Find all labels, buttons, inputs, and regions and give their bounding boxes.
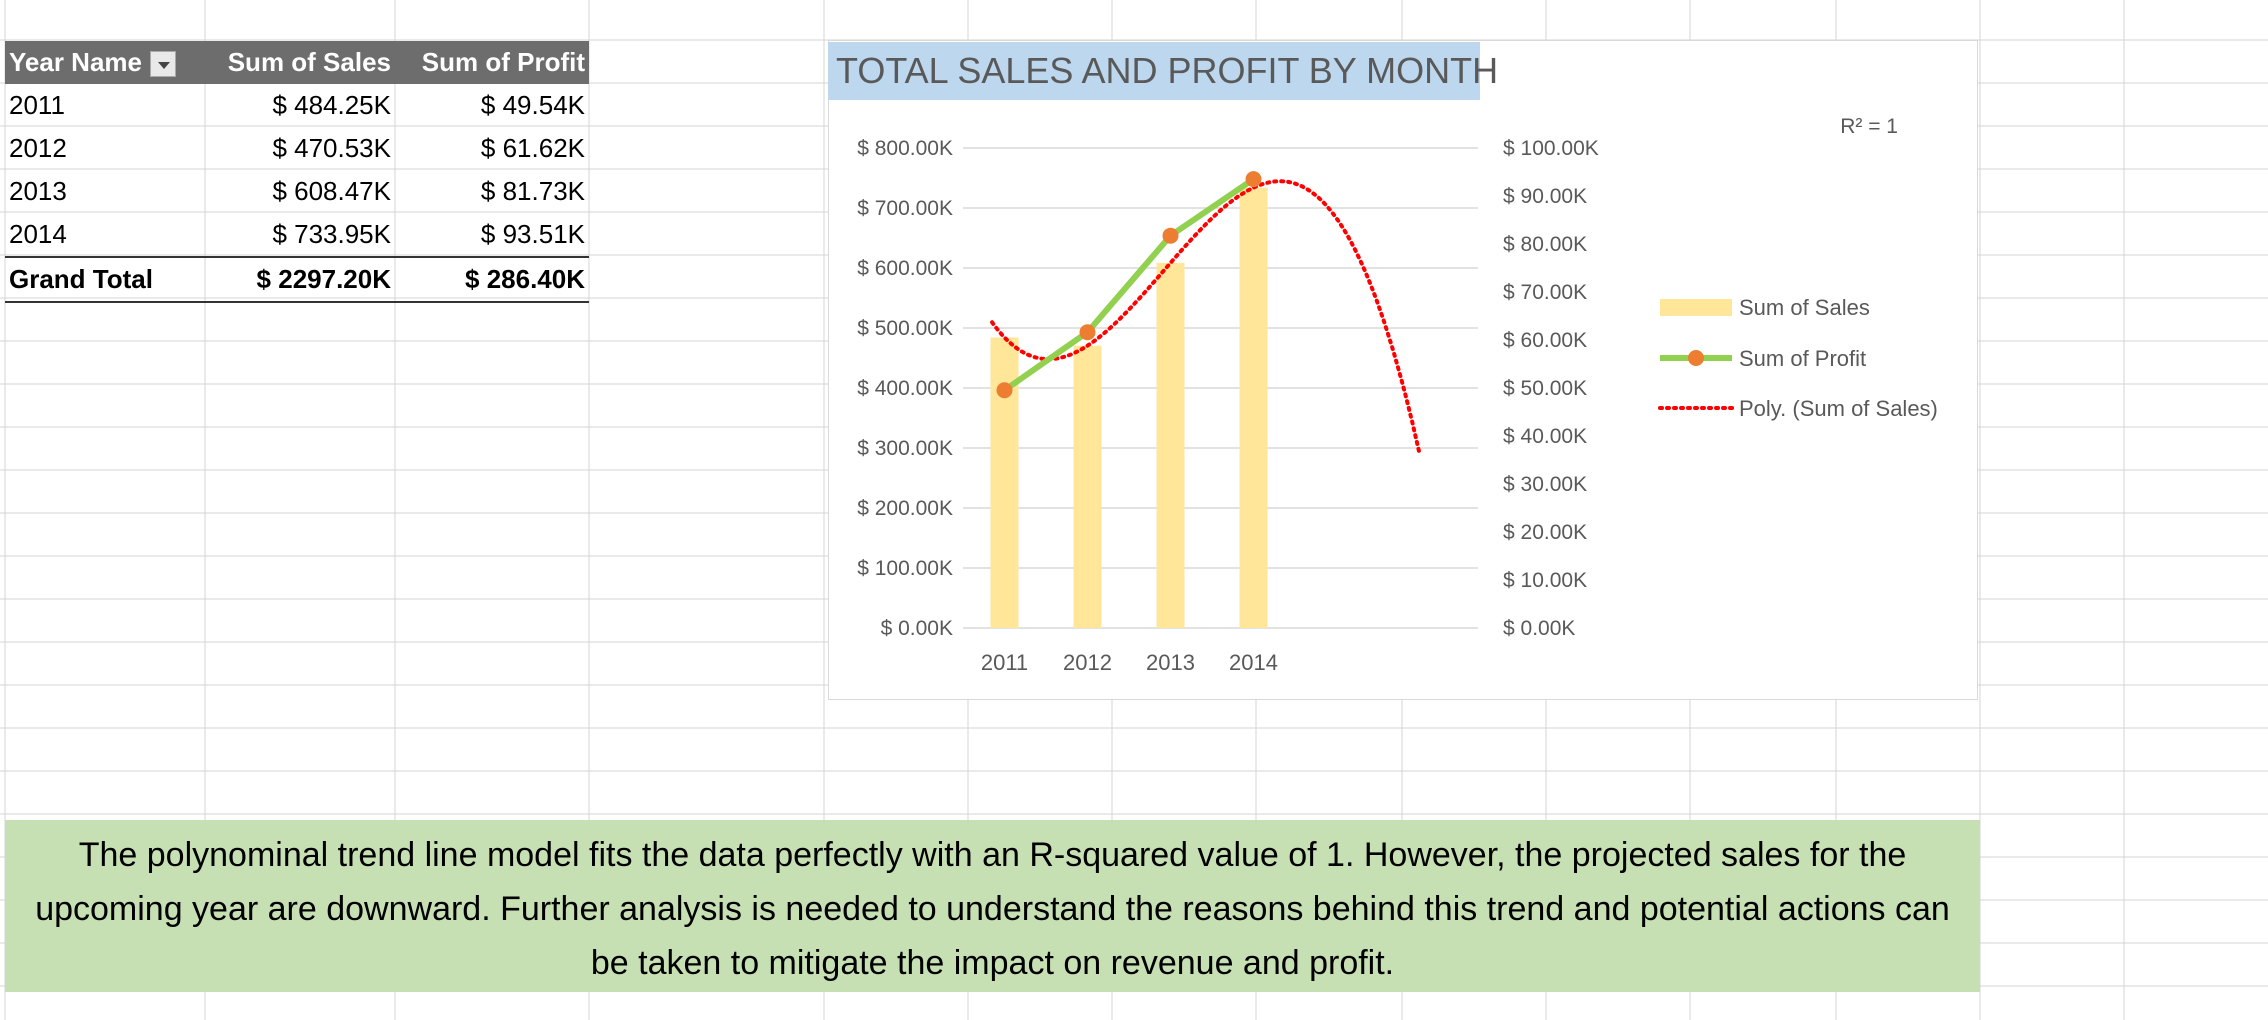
right-axis-tick-label: $ 30.00K [1503,473,1587,496]
sales-bar [1156,262,1185,628]
right-axis-tick-label: $ 40.00K [1503,425,1587,448]
pivot-header-row: Year Name Sum of Sales Sum of Profit [5,41,589,84]
pivot-grand-total-row: Grand Total $ 2297.20K $ 286.40K [5,256,589,303]
profit-marker [996,382,1013,399]
r-squared-label: R² = 1 [1840,115,1898,138]
pivot-header-year[interactable]: Year Name [5,41,205,84]
profit-marker [1162,227,1179,244]
cell-profit[interactable]: $ 93.51K [480,219,585,249]
chart-area[interactable] [828,40,1978,700]
left-axis-tick-label: $ 800.00K [857,137,953,160]
left-axis-tick-label: $ 400.00K [857,377,953,400]
cell-year[interactable]: 2011 [9,90,65,120]
x-axis-tick-label: 2012 [1063,650,1112,675]
pivot-row: 2012 $ 470.53K $ 61.62K [5,127,589,170]
cell-sales[interactable]: $ 733.95K [272,219,391,249]
grand-total-profit[interactable]: $ 286.40K [395,256,589,303]
legend-profit-label: Sum of Profit [1739,346,1866,371]
right-axis-tick-label: $ 10.00K [1503,569,1587,592]
pivot-table: Year Name Sum of Sales Sum of Profit 201… [5,41,589,303]
cell-profit[interactable]: $ 61.62K [480,133,585,163]
cell-year[interactable]: 2012 [9,133,67,163]
pivot-row: 2011 $ 484.25K $ 49.54K [5,84,589,127]
chart-title[interactable]: TOTAL SALES AND PROFIT BY MONTH [828,42,1498,100]
x-axis-tick-label: 2011 [981,650,1028,675]
pivot-header-sales[interactable]: Sum of Sales [205,41,395,84]
right-axis-tick-label: $ 80.00K [1503,233,1587,256]
legend-profit-marker [1688,350,1704,366]
left-axis-tick-label: $ 100.00K [857,557,953,580]
cell-profit[interactable]: $ 81.73K [480,176,585,206]
x-axis-tick-label: 2014 [1229,650,1278,675]
legend-sales-label: Sum of Sales [1739,295,1870,320]
left-axis-tick-label: $ 700.00K [857,197,953,220]
cell-year[interactable]: 2014 [9,219,67,249]
polynomial-trendline [990,179,1422,456]
right-axis-tick-label: $ 100.00K [1503,137,1599,160]
sales-bar [1239,187,1268,628]
left-axis-tick-label: $ 300.00K [857,437,953,460]
right-axis-tick-label: $ 60.00K [1503,329,1587,352]
x-axis-tick-label: 2013 [1146,650,1195,675]
right-axis-tick-label: $ 90.00K [1503,185,1587,208]
profit-marker [1079,324,1096,341]
cell-sales[interactable]: $ 470.53K [272,133,391,163]
pivot-header-profit[interactable]: Sum of Profit [395,41,589,84]
filter-dropdown-icon[interactable] [149,51,176,78]
legend-trend-label: Poly. (Sum of Sales) [1739,396,1938,421]
pivot-row: 2014 $ 733.95K $ 93.51K [5,213,589,257]
right-axis-tick-label: $ 70.00K [1503,281,1587,304]
left-axis-tick-label: $ 200.00K [857,497,953,520]
right-axis-tick-label: $ 0.00K [1503,617,1575,640]
cell-sales[interactable]: $ 608.47K [272,176,391,206]
left-axis-tick-label: $ 0.00K [881,617,953,640]
left-axis-tick-label: $ 500.00K [857,317,953,340]
profit-line [1002,176,1256,393]
cell-profit[interactable]: $ 49.54K [480,90,585,120]
pivot-row: 2013 $ 608.47K $ 81.73K [5,170,589,213]
right-axis-tick-label: $ 50.00K [1503,377,1587,400]
sales-bar [1073,345,1102,628]
analysis-note[interactable]: The polynominal trend line model fits th… [5,820,1980,992]
profit-marker [1245,171,1262,188]
cell-sales[interactable]: $ 484.25K [272,90,391,120]
cell-year[interactable]: 2013 [9,176,67,206]
grand-total-sales[interactable]: $ 2297.20K [205,256,395,303]
legend-sales-swatch [1660,299,1732,316]
right-axis-tick-label: $ 20.00K [1503,521,1587,544]
grand-total-label[interactable]: Grand Total [5,256,205,303]
left-axis-tick-label: $ 600.00K [857,257,953,280]
combo-chart[interactable]: $ 0.00K $ 100.00K $ 200.00K $ 300.00K $ 400.… [828,40,1978,700]
